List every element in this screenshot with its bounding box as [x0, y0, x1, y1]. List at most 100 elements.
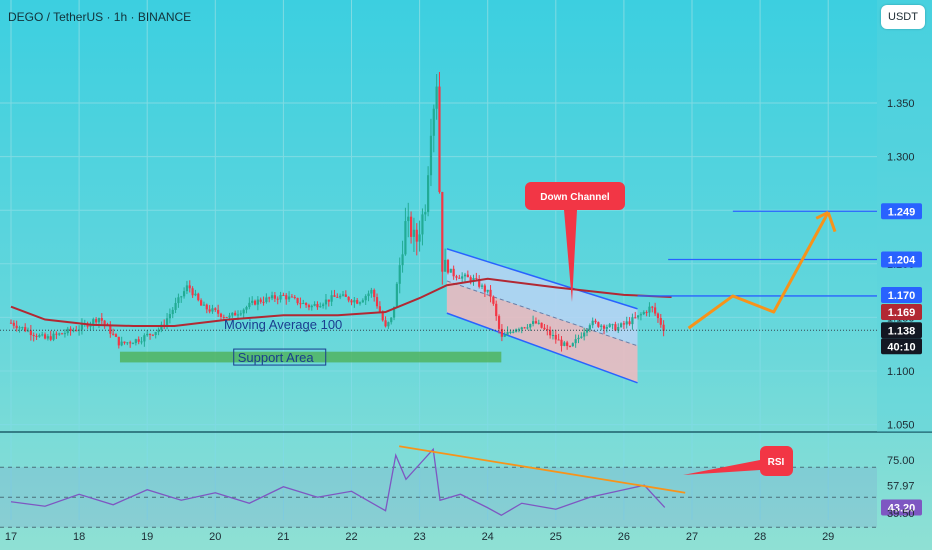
candle	[534, 321, 538, 324]
candle	[463, 274, 467, 277]
candle	[401, 254, 404, 266]
candle	[305, 303, 308, 306]
price-label: 1.204	[888, 255, 916, 267]
down-channel-callout: Down Channel	[525, 182, 625, 302]
candle	[375, 297, 379, 307]
candle	[248, 302, 251, 308]
candle	[361, 300, 364, 303]
candle	[214, 308, 217, 310]
candle	[174, 303, 177, 310]
candle	[642, 312, 645, 315]
candle	[296, 297, 299, 304]
candle	[628, 321, 631, 325]
candle	[392, 306, 396, 318]
candle	[21, 327, 24, 329]
candle	[327, 299, 330, 302]
candle	[75, 330, 78, 332]
candle	[160, 324, 163, 330]
candle	[251, 300, 254, 303]
channel-upper-fill	[446, 248, 638, 346]
candle	[316, 304, 319, 308]
candle	[378, 306, 381, 313]
candle	[112, 333, 115, 335]
candle	[256, 299, 259, 305]
candle	[455, 276, 458, 278]
candle	[458, 277, 461, 279]
candle	[526, 327, 529, 329]
candle	[322, 304, 325, 307]
candle	[60, 333, 64, 335]
candle	[654, 307, 657, 314]
currency-button[interactable]: USDT	[881, 5, 925, 29]
candle	[435, 86, 438, 109]
candle	[409, 216, 413, 237]
candle	[231, 312, 234, 316]
candle	[500, 328, 503, 337]
candle	[114, 334, 118, 337]
candle	[217, 309, 220, 314]
callout-shape	[525, 182, 625, 302]
time-tick-label: 29	[822, 531, 834, 543]
candle	[290, 296, 294, 298]
candle	[157, 329, 160, 333]
candle	[69, 328, 72, 331]
candle	[234, 312, 237, 316]
candle	[480, 285, 484, 287]
candle	[137, 339, 140, 342]
candle	[367, 293, 370, 297]
candle	[282, 294, 285, 296]
candle	[194, 293, 197, 296]
candle	[551, 334, 555, 336]
candle	[134, 339, 137, 344]
candle	[566, 342, 569, 346]
candle	[126, 342, 129, 344]
time-tick-label: 23	[413, 531, 425, 543]
candle	[492, 296, 495, 304]
rsi-pane	[0, 445, 877, 528]
candle	[262, 301, 265, 303]
candle	[438, 86, 441, 193]
candle	[384, 320, 387, 327]
candle	[356, 300, 359, 304]
candle	[26, 330, 30, 332]
candle	[100, 318, 103, 321]
candle	[398, 265, 401, 284]
candle	[188, 285, 191, 289]
candle	[24, 327, 27, 332]
candle	[66, 328, 69, 334]
candle	[614, 324, 617, 331]
candle	[580, 336, 583, 338]
candle	[489, 289, 492, 297]
candle	[577, 337, 580, 340]
candle	[532, 321, 535, 325]
candle	[273, 295, 276, 299]
candle	[540, 322, 543, 328]
price-label: 1.249	[888, 206, 916, 218]
candle	[55, 333, 58, 335]
candle	[427, 175, 430, 213]
candle	[270, 295, 274, 299]
candle	[208, 309, 211, 312]
candle	[585, 329, 589, 333]
candle	[78, 329, 81, 331]
rsi-tick-label: 75.00	[887, 455, 915, 467]
candle	[129, 342, 132, 344]
candle	[92, 319, 95, 324]
candle	[529, 324, 532, 328]
candle	[571, 343, 574, 347]
time-tick-label: 24	[482, 531, 494, 543]
candle	[631, 317, 634, 325]
support-label-box	[233, 348, 327, 366]
candle	[293, 296, 296, 298]
candle	[29, 330, 32, 336]
candle	[333, 295, 336, 297]
candle	[452, 268, 455, 277]
candle	[404, 221, 407, 255]
candle	[268, 297, 271, 299]
support-area	[119, 351, 502, 363]
candle	[143, 335, 146, 342]
candle	[12, 322, 15, 326]
candle	[503, 334, 506, 337]
candle	[330, 295, 333, 302]
